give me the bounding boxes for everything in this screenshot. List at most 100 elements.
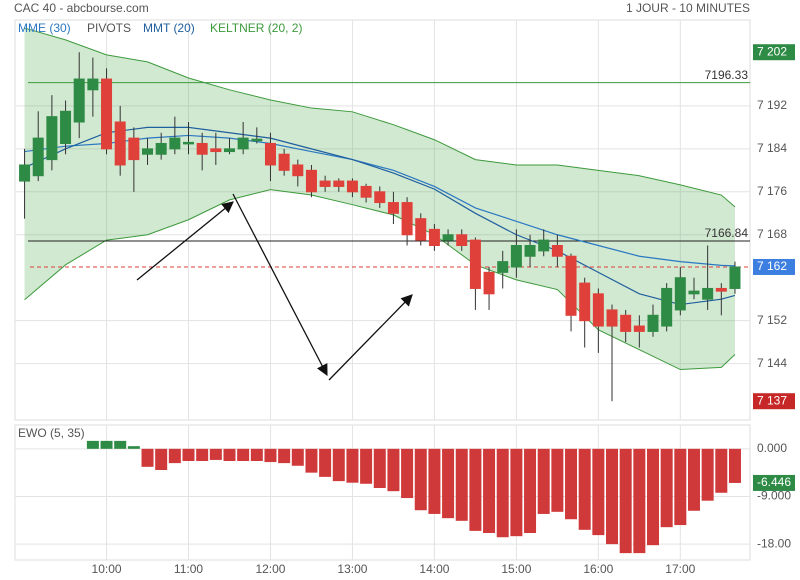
candle-body — [551, 245, 563, 257]
ewo-bar — [715, 448, 728, 493]
ewo-bar — [537, 448, 550, 514]
candle-body — [60, 110, 72, 144]
y-tick-label: -9.000 — [757, 489, 791, 503]
candle-body — [101, 78, 113, 150]
moving-average — [24, 126, 736, 306]
legend-pivots: PIVOTS — [87, 21, 131, 35]
ewo-bar — [674, 448, 687, 526]
candle-body — [729, 266, 741, 289]
candle-body — [415, 218, 427, 241]
ewo-bar — [469, 448, 482, 531]
candle-body — [305, 169, 317, 193]
ewo-bar — [414, 448, 427, 511]
legend-keltner: KELTNER (20, 2) — [210, 21, 302, 35]
candle-body — [333, 180, 345, 187]
legend-mmt: MMT (20) — [143, 21, 195, 35]
candle-body — [469, 239, 481, 289]
ewo-bar — [619, 448, 632, 554]
price-marker — [753, 44, 795, 61]
ewo-bar — [387, 448, 400, 492]
ewo-bar — [196, 448, 209, 461]
candle-body — [183, 141, 195, 145]
candle-body — [428, 228, 440, 247]
ewo-bar — [455, 448, 468, 521]
candle-body — [633, 325, 645, 332]
x-tick-label: 11:00 — [174, 562, 203, 576]
candle-body — [87, 78, 99, 91]
ewo-title: EWO (5, 35) — [18, 426, 85, 440]
candle-body — [237, 137, 249, 150]
pivot-label: 7166.84 — [705, 226, 749, 240]
candle-body — [319, 180, 331, 187]
ewo-bar — [647, 448, 660, 546]
ewo-bar — [100, 440, 113, 449]
y-tick-label: 7 152 — [757, 313, 787, 327]
candle-body — [524, 245, 536, 257]
legend-mme: MME (30) — [18, 21, 71, 35]
candle-body — [401, 202, 413, 236]
ewo-bar — [428, 448, 441, 514]
price-marker-label: 7 162 — [757, 259, 787, 273]
ewo-bar — [141, 448, 154, 467]
candle-body — [32, 137, 44, 177]
candle-body — [715, 287, 727, 292]
candle-body — [251, 138, 263, 142]
annotation-arrows — [136, 193, 413, 381]
ewo-bar — [223, 448, 236, 461]
candle-body — [674, 277, 686, 311]
ewo-current-marker — [753, 474, 795, 491]
ewo-bar — [332, 448, 345, 482]
x-tick-label: 17:00 — [665, 562, 695, 576]
ewo-bar — [114, 440, 127, 449]
candle-body — [114, 121, 126, 166]
y-tick-label: 0.000 — [757, 441, 787, 455]
y-tick-label: -18.00 — [757, 536, 791, 550]
timeframe: 1 JOUR - 10 MINUTES — [626, 1, 750, 15]
candle-body — [647, 314, 659, 332]
candle-body — [688, 290, 700, 295]
candle-body — [456, 234, 468, 247]
candle-body — [579, 282, 591, 322]
candle-body — [702, 287, 714, 300]
x-tick-label: 14:00 — [419, 562, 449, 576]
ewo-bar — [182, 448, 195, 461]
candle-body — [483, 271, 495, 295]
price-marker — [753, 393, 795, 410]
ewo-bar — [701, 448, 714, 501]
source-title: CAC 40 - abcbourse.com — [14, 1, 149, 15]
candle-body — [360, 185, 372, 198]
candle-body — [346, 180, 358, 193]
ewo-bar — [305, 448, 318, 473]
ewo-bar — [442, 448, 455, 519]
ewo-bar — [687, 448, 700, 511]
ewo-bar — [524, 448, 537, 533]
candle-body — [565, 255, 577, 316]
x-tick-label: 10:00 — [92, 562, 122, 576]
candle-body — [374, 191, 386, 204]
ewo-bar — [660, 448, 673, 528]
price-marker — [753, 258, 795, 275]
ewo-bar — [592, 448, 605, 536]
ewo-bar — [319, 448, 332, 477]
candle-body — [196, 142, 208, 155]
ewo-bar — [360, 448, 373, 484]
candle-body — [387, 202, 399, 214]
candle-body — [210, 148, 222, 153]
ewo-bar — [578, 448, 591, 530]
price-marker-label: 7 137 — [757, 393, 787, 407]
price-marker-label: 7 202 — [757, 44, 787, 58]
ewo-bar — [346, 448, 359, 483]
candle-body — [169, 137, 181, 150]
candle-body — [592, 293, 604, 327]
x-tick-label: 12:00 — [255, 562, 285, 576]
ewo-bar — [250, 448, 263, 461]
ewo-bar — [209, 448, 222, 460]
y-tick-label: 7 192 — [757, 98, 787, 112]
ewo-bar — [551, 448, 564, 512]
y-tick-label: 7 184 — [757, 141, 787, 155]
candle-body — [620, 314, 632, 332]
ewo-bar — [86, 440, 99, 449]
candle-body — [223, 148, 235, 153]
ewo-bar — [401, 448, 414, 499]
